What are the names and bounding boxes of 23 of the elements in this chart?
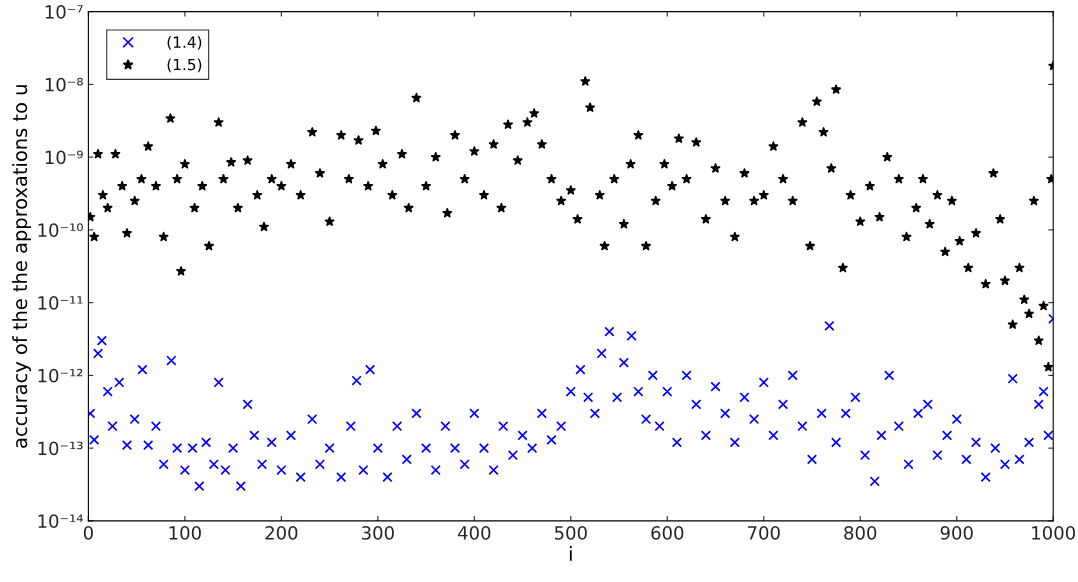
x-tick-label: 100: [169, 526, 201, 540]
y-tick-label: 10⁻⁸: [45, 77, 83, 92]
x-tick-label: 700: [748, 526, 780, 540]
legend-label: (1.4): [167, 36, 202, 50]
x-axis-title: i: [569, 546, 572, 561]
y-tick-label: 10⁻⁷: [45, 5, 83, 19]
x-tick-label: 600: [651, 526, 684, 540]
y-tick-label: 10⁻¹¹: [38, 296, 83, 310]
y-tick-label: 10⁻¹⁴: [38, 514, 83, 529]
x-tick-label: 200: [265, 526, 298, 540]
legend-label: (1.5): [167, 58, 202, 73]
y-axis-title: accuracy of the the approxations to u: [12, 85, 31, 448]
y-tick-label: 10⁻¹⁰: [38, 223, 83, 238]
y-tick-label: 10⁻⁹: [45, 150, 83, 165]
y-tick-label: 10⁻¹²: [38, 368, 83, 383]
x-tick-label: 1000: [1032, 526, 1075, 540]
y-tick-label: 10⁻¹³: [38, 441, 83, 456]
x-tick-label: 900: [940, 526, 973, 540]
x-tick-label: 500: [554, 526, 587, 540]
x-tick-label: 400: [457, 526, 491, 540]
x-tick-label: 0: [83, 526, 93, 540]
x-tick-label: 800: [844, 526, 877, 540]
x-tick-label: 300: [361, 526, 394, 540]
